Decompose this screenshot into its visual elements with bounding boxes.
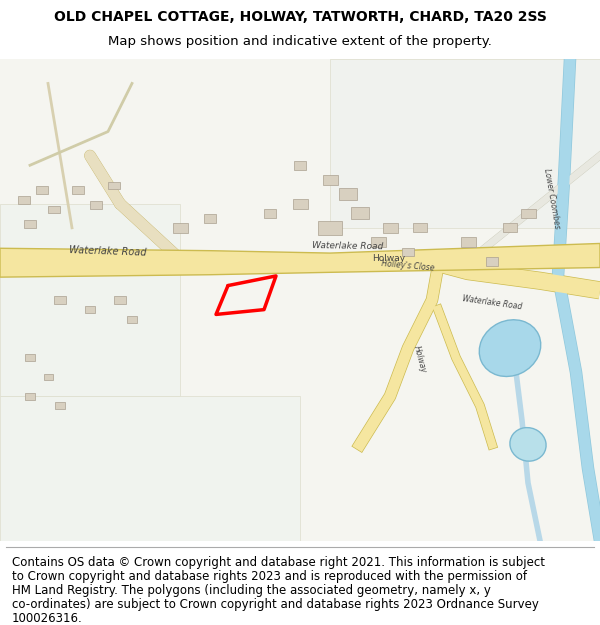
Text: Map shows position and indicative extent of the property.: Map shows position and indicative extent… (108, 35, 492, 48)
Bar (402, 248, 414, 256)
Text: 100026316.: 100026316. (12, 611, 83, 624)
Text: Contains OS data © Crown copyright and database right 2021. This information is : Contains OS data © Crown copyright and d… (12, 556, 545, 569)
Bar (55, 402, 65, 409)
Bar (461, 238, 476, 247)
Text: Waterlake Road: Waterlake Road (69, 245, 147, 258)
Text: Lower Coombes: Lower Coombes (542, 168, 562, 230)
Text: co-ordinates) are subject to Crown copyright and database rights 2023 Ordnance S: co-ordinates) are subject to Crown copyr… (12, 598, 539, 611)
Bar (72, 186, 84, 194)
Polygon shape (0, 396, 300, 541)
Polygon shape (0, 204, 180, 396)
Bar (173, 223, 187, 232)
Bar (85, 306, 95, 313)
Bar (25, 392, 35, 400)
Bar (36, 186, 48, 194)
Bar (48, 206, 60, 213)
Bar (54, 296, 66, 304)
Ellipse shape (479, 320, 541, 376)
Bar (413, 224, 427, 232)
Bar (503, 224, 517, 232)
Text: Holway: Holway (372, 254, 405, 262)
Polygon shape (330, 59, 600, 228)
Text: Holway: Holway (412, 345, 428, 374)
Ellipse shape (510, 428, 546, 461)
Bar (351, 208, 369, 219)
Bar (293, 199, 308, 209)
Bar (323, 175, 338, 184)
Bar (90, 201, 102, 209)
Bar (114, 296, 126, 304)
Bar (521, 209, 536, 218)
Text: to Crown copyright and database rights 2023 and is reproduced with the permissio: to Crown copyright and database rights 2… (12, 570, 527, 582)
Bar (294, 161, 306, 169)
Text: HM Land Registry. The polygons (including the associated geometry, namely x, y: HM Land Registry. The polygons (includin… (12, 584, 491, 597)
Bar (264, 209, 276, 217)
Bar (318, 221, 342, 235)
Bar (127, 316, 137, 323)
Bar (204, 214, 216, 222)
Bar (44, 374, 53, 380)
Text: Waterlake Road: Waterlake Road (461, 294, 523, 312)
Bar (371, 238, 386, 247)
Bar (18, 196, 30, 204)
Polygon shape (0, 244, 600, 277)
Bar (25, 354, 35, 361)
Bar (108, 182, 120, 189)
Bar (383, 223, 398, 232)
Bar (486, 257, 498, 266)
Bar (339, 188, 357, 200)
Bar (24, 220, 36, 228)
Text: OLD CHAPEL COTTAGE, HOLWAY, TATWORTH, CHARD, TA20 2SS: OLD CHAPEL COTTAGE, HOLWAY, TATWORTH, CH… (53, 9, 547, 24)
Text: Waterlake Road: Waterlake Road (313, 241, 383, 251)
Text: Holley's Close: Holley's Close (381, 259, 435, 273)
